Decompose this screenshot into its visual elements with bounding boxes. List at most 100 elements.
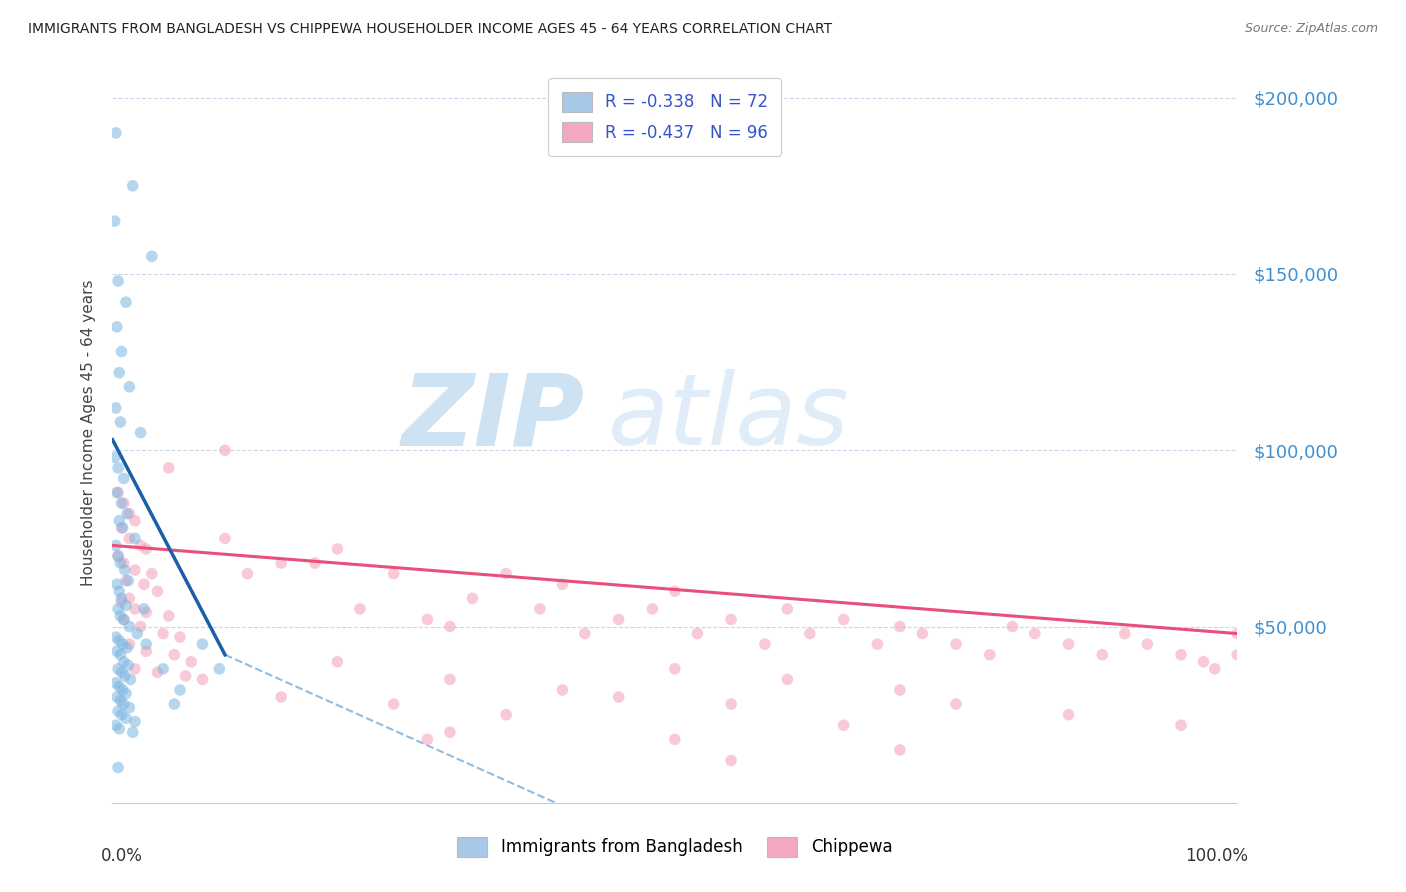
Point — [104, 538, 127, 552]
Point — [832, 718, 855, 732]
Point — [107, 485, 129, 500]
Point — [686, 626, 709, 640]
Point — [382, 697, 405, 711]
Point — [214, 532, 236, 546]
Point — [115, 295, 138, 310]
Point — [1226, 626, 1249, 640]
Point — [108, 680, 131, 694]
Point — [104, 630, 127, 644]
Point — [110, 415, 132, 429]
Point — [1204, 662, 1226, 676]
Point — [110, 648, 132, 662]
Point — [1024, 626, 1046, 640]
Point — [832, 612, 855, 626]
Point — [124, 514, 146, 528]
Point — [110, 609, 132, 624]
Point — [551, 577, 574, 591]
Point — [270, 690, 292, 704]
Point — [118, 619, 141, 633]
Point — [104, 126, 127, 140]
Point — [180, 655, 202, 669]
Point — [439, 619, 461, 633]
Point — [104, 718, 127, 732]
Point — [124, 532, 146, 546]
Point — [1192, 655, 1215, 669]
Point — [110, 344, 132, 359]
Point — [107, 662, 129, 676]
Point — [911, 626, 934, 640]
Point — [152, 626, 174, 640]
Point — [112, 612, 135, 626]
Point — [664, 732, 686, 747]
Point — [111, 637, 134, 651]
Point — [124, 602, 146, 616]
Point — [889, 743, 911, 757]
Point — [104, 450, 127, 465]
Point — [641, 602, 664, 616]
Point — [121, 725, 143, 739]
Point — [191, 673, 214, 687]
Point — [270, 556, 292, 570]
Point — [416, 732, 439, 747]
Point — [115, 574, 138, 588]
Point — [664, 584, 686, 599]
Point — [118, 380, 141, 394]
Point — [115, 599, 138, 613]
Point — [382, 566, 405, 581]
Point — [1001, 619, 1024, 633]
Point — [104, 401, 127, 415]
Point — [108, 722, 131, 736]
Point — [574, 626, 596, 640]
Point — [551, 683, 574, 698]
Point — [236, 566, 259, 581]
Point — [439, 673, 461, 687]
Point — [326, 541, 349, 556]
Point — [754, 637, 776, 651]
Point — [720, 754, 742, 768]
Point — [115, 640, 138, 655]
Point — [169, 630, 191, 644]
Point — [111, 683, 134, 698]
Point — [127, 626, 149, 640]
Point — [132, 577, 155, 591]
Text: atlas: atlas — [607, 369, 849, 467]
Point — [115, 686, 138, 700]
Point — [118, 591, 141, 606]
Point — [108, 584, 131, 599]
Point — [117, 658, 139, 673]
Point — [112, 471, 135, 485]
Point — [1136, 637, 1159, 651]
Point — [132, 602, 155, 616]
Point — [191, 637, 214, 651]
Point — [110, 521, 132, 535]
Point — [129, 538, 152, 552]
Point — [117, 574, 139, 588]
Point — [169, 683, 191, 698]
Point — [112, 496, 135, 510]
Point — [866, 637, 889, 651]
Point — [979, 648, 1001, 662]
Point — [105, 485, 128, 500]
Point — [141, 249, 163, 263]
Point — [108, 366, 131, 380]
Point — [124, 714, 146, 729]
Point — [110, 591, 132, 606]
Point — [129, 425, 152, 440]
Point — [349, 602, 371, 616]
Point — [107, 274, 129, 288]
Point — [118, 700, 141, 714]
Point — [107, 704, 129, 718]
Point — [157, 609, 180, 624]
Point — [495, 707, 517, 722]
Point — [107, 461, 129, 475]
Point — [1170, 648, 1192, 662]
Point — [121, 178, 143, 193]
Point — [107, 760, 129, 774]
Point — [111, 521, 134, 535]
Point — [104, 214, 127, 228]
Point — [105, 644, 128, 658]
Point — [118, 507, 141, 521]
Point — [104, 676, 127, 690]
Point — [152, 662, 174, 676]
Point — [607, 690, 630, 704]
